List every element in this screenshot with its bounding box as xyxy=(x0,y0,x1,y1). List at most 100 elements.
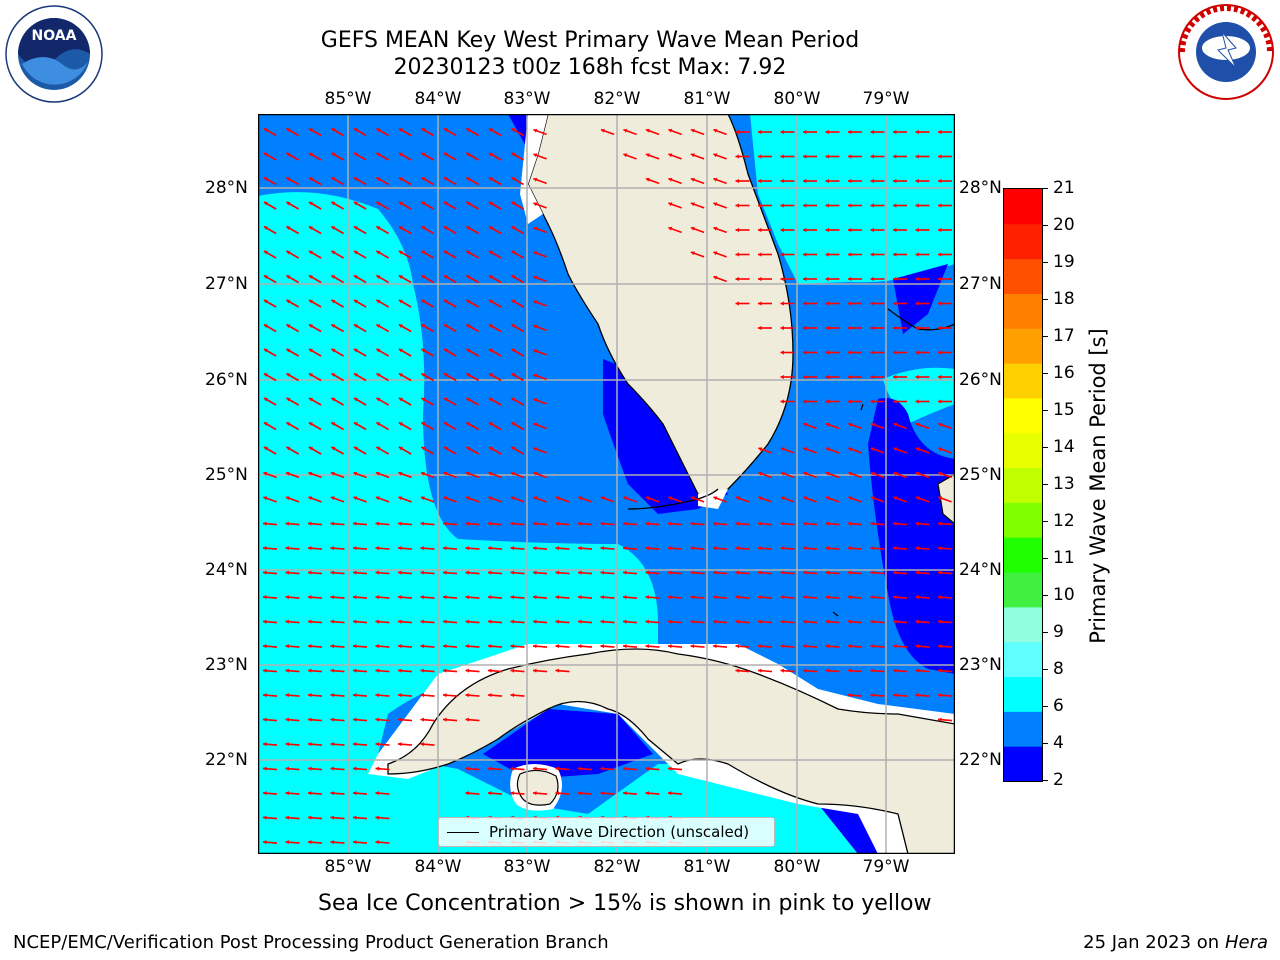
wave-vector-head xyxy=(690,546,695,551)
wave-vector-head xyxy=(465,693,470,698)
wave-vector-head xyxy=(375,668,380,673)
wave-vector-head xyxy=(938,693,942,698)
wave-vector-head xyxy=(263,496,268,501)
wave-vector-head xyxy=(893,496,898,501)
wave-vector-head xyxy=(488,496,493,501)
wave-vector-head xyxy=(735,619,740,624)
wave-vector-head xyxy=(443,693,447,698)
wave-vector-head xyxy=(443,201,448,206)
isla-juventud xyxy=(516,769,559,806)
wave-vector-head xyxy=(870,521,875,526)
wave-vector-head xyxy=(938,521,942,526)
wave-vector-head xyxy=(848,350,852,355)
wave-vector-head xyxy=(848,374,852,380)
wave-vector-head xyxy=(398,619,402,624)
wave-vector-head xyxy=(465,570,470,575)
wave-vector-head xyxy=(758,471,763,476)
colorbar-tick-label: 20 xyxy=(1053,215,1075,235)
wave-vector-head xyxy=(803,471,808,476)
lat-label-right: 27°N xyxy=(959,274,1002,294)
wave-vector-head xyxy=(285,619,290,624)
wave-vector-head xyxy=(938,276,942,282)
wave-vector-head xyxy=(263,201,268,206)
lon-label-top: 80°W xyxy=(773,89,821,109)
wave-vector-head xyxy=(466,128,471,132)
wave-vector-head xyxy=(443,546,447,551)
wave-vector-head xyxy=(353,299,358,304)
wave-vector-head xyxy=(690,177,695,182)
wave-vector-head xyxy=(330,840,335,845)
wave-vector-head xyxy=(308,201,313,206)
wave-vector-head xyxy=(848,203,852,208)
wave-vector-head xyxy=(443,668,447,673)
colorbar-swatch xyxy=(1004,711,1042,747)
wave-vector-head xyxy=(263,742,267,747)
wave-vector-head xyxy=(803,399,807,404)
wave-vector-head xyxy=(308,791,312,796)
wave-vector-head xyxy=(285,693,290,698)
wave-vector-head xyxy=(263,226,268,230)
wave-vector-head xyxy=(376,152,381,157)
wave-vector-head xyxy=(668,791,672,796)
wave-vector-head xyxy=(286,226,291,230)
wave-vector-head xyxy=(713,619,717,624)
colorbar-swatch xyxy=(1004,328,1042,364)
wave-vector-head xyxy=(330,570,335,575)
wave-vector-head xyxy=(466,177,471,181)
wave-vector-head xyxy=(421,152,426,157)
wave-vector-head xyxy=(758,668,762,673)
water-2-4s-south-cuba xyxy=(483,709,653,779)
wave-vector-head xyxy=(870,447,875,452)
wave-vector-head xyxy=(668,226,673,231)
wave-vector-head xyxy=(330,546,335,551)
wave-vector-head xyxy=(893,619,897,624)
wave-vector-head xyxy=(690,128,695,133)
wave-vector-head xyxy=(533,570,537,575)
wave-vector-head xyxy=(713,226,718,231)
wave-vector-head xyxy=(353,324,358,328)
wave-vector-head xyxy=(893,178,897,184)
colorbar-swatch xyxy=(1004,502,1042,538)
wave-vector-head xyxy=(735,668,740,673)
wave-vector-head xyxy=(533,791,537,796)
wave-vector-head xyxy=(308,742,312,747)
wave-vector-head xyxy=(465,791,470,796)
wave-vector-head xyxy=(803,276,807,282)
wave-vector-head xyxy=(421,446,426,451)
wave-vector-head xyxy=(375,644,380,649)
lon-label-top: 85°W xyxy=(324,89,372,109)
wave-vector-head xyxy=(465,546,470,551)
wave-vector-head xyxy=(285,791,290,796)
wave-vector-head xyxy=(735,496,740,501)
wave-vector-head xyxy=(803,570,807,575)
lon-label-bottom: 83°W xyxy=(503,857,551,877)
wave-vector-head xyxy=(668,153,673,158)
wave-vector-head xyxy=(331,226,336,230)
wave-vector-head xyxy=(353,397,358,402)
wave-vector-head xyxy=(735,570,740,575)
wave-vector-head xyxy=(555,619,560,624)
wave-vector-head xyxy=(803,227,807,233)
wave-vector-head xyxy=(645,644,650,649)
wave-vector-head xyxy=(376,177,381,181)
wave-vector-head xyxy=(758,252,762,257)
wave-vector-head xyxy=(285,815,290,820)
wave-vector-head xyxy=(488,128,493,132)
wave-vector-head xyxy=(938,374,942,380)
wave-vector-head xyxy=(825,471,830,476)
wave-vector-head xyxy=(600,644,605,649)
wave-vector-head xyxy=(353,348,358,353)
wave-vector-head xyxy=(353,250,358,255)
wave-vector-head xyxy=(331,373,336,377)
colorbar-tick-label: 19 xyxy=(1053,252,1075,272)
wave-vector-head xyxy=(353,471,358,476)
wave-vector-head xyxy=(331,201,336,206)
wave-vector-head xyxy=(398,546,402,551)
wave-vector-head xyxy=(353,446,358,451)
colorbar-tick-label: 15 xyxy=(1053,400,1075,420)
wave-vector-head xyxy=(803,178,807,184)
footer-date: 25 Jan 2023 on Hera xyxy=(1083,932,1268,953)
wave-vector-head xyxy=(286,128,291,132)
wave-vector-head xyxy=(308,595,312,600)
wave-vector-head xyxy=(645,496,650,501)
